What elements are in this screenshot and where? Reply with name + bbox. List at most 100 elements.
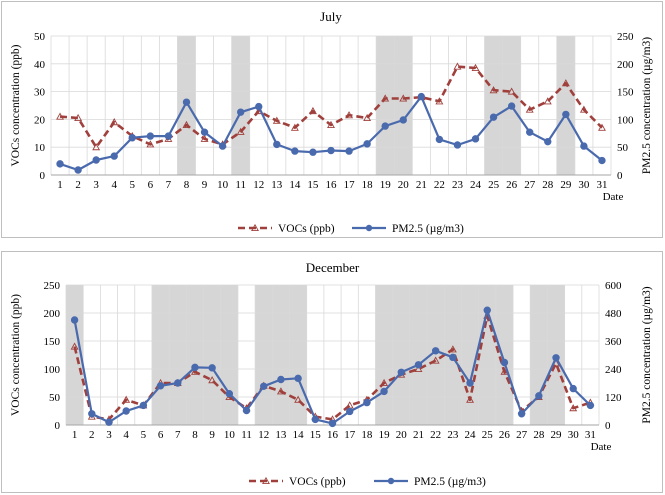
pm25-data-point bbox=[110, 152, 118, 160]
legend-label: PM2.5 (µg/m3) bbox=[392, 223, 464, 235]
x-tick-label: 5 bbox=[130, 179, 136, 191]
y-right-axis-title: PM2.5 concentration (µg/m3) bbox=[641, 286, 653, 423]
legend-marker bbox=[387, 477, 395, 485]
pm25-data-point bbox=[56, 160, 64, 168]
shaded-period bbox=[151, 285, 238, 425]
july-chart-panel: 0 10 20 30 40 50 0 50 100 150 200 250 1 2 3 4 5 6 7 8 9 10 11 1… bbox=[1, 1, 663, 238]
x-tick-label: 13 bbox=[271, 179, 283, 191]
vocs-data-point bbox=[471, 63, 480, 71]
pm25-data-point bbox=[431, 347, 440, 355]
pm25-data-point bbox=[191, 363, 199, 372]
x-tick-label: 31 bbox=[596, 179, 607, 191]
vocs-data-point bbox=[70, 342, 79, 350]
vocs-data-point bbox=[525, 105, 534, 113]
pm25-data-point bbox=[273, 140, 281, 149]
legend-marker bbox=[251, 223, 259, 232]
y-right-tick-label: 250 bbox=[617, 31, 634, 43]
x-tick-label: 19 bbox=[380, 179, 392, 191]
x-tick-label: 3 bbox=[93, 179, 99, 191]
x-tick-label: 7 bbox=[166, 179, 172, 191]
pm25-data-point bbox=[435, 135, 444, 144]
pm25-data-point bbox=[225, 390, 234, 398]
x-tick-label: 15 bbox=[310, 429, 322, 441]
x-tick-label: 29 bbox=[560, 179, 572, 191]
x-tick-label: 13 bbox=[275, 429, 287, 441]
vocs-data-point bbox=[414, 364, 423, 373]
pm25-data-point bbox=[139, 401, 148, 410]
pm25-data-point bbox=[453, 141, 462, 149]
pm25-data-point bbox=[526, 128, 534, 136]
y-right-tick-label: 0 bbox=[605, 420, 611, 432]
shaded-period bbox=[66, 285, 84, 425]
chart-title: December bbox=[306, 260, 360, 275]
pm25-data-point bbox=[417, 92, 426, 101]
pm25-data-point bbox=[517, 410, 526, 418]
pm25-data-point bbox=[569, 384, 577, 393]
legend-marker bbox=[262, 476, 270, 485]
pm25-data-point bbox=[164, 132, 173, 140]
x-tick-label: 3 bbox=[106, 429, 112, 441]
x-tick-label: 24 bbox=[470, 179, 482, 191]
legend-label: VOCs (ppb) bbox=[289, 476, 346, 488]
vocs-data-point bbox=[399, 94, 408, 102]
vocs-data-point bbox=[92, 143, 101, 151]
x-tick-label: 20 bbox=[398, 179, 410, 191]
pm25-data-point bbox=[580, 142, 588, 150]
x-tick-label: 2 bbox=[89, 429, 95, 441]
pm25-data-point bbox=[236, 108, 245, 116]
shaded-period bbox=[231, 36, 250, 175]
x-tick-label: 19 bbox=[379, 429, 391, 441]
x-tick-label: 18 bbox=[361, 429, 373, 441]
x-tick-label: 2 bbox=[75, 179, 81, 191]
pm25-data-point bbox=[174, 379, 182, 387]
pm25-data-point bbox=[291, 147, 299, 155]
vocs-data-point bbox=[122, 395, 131, 403]
vocs-data-point bbox=[500, 367, 509, 375]
y-left-tick-label: 250 bbox=[44, 280, 61, 292]
y-right-tick-label: 100 bbox=[617, 114, 634, 126]
y-right-axis-title: PM2.5 concentration (µg/m3) bbox=[641, 37, 653, 174]
vocs-series-line bbox=[73, 314, 591, 421]
vocs-data-point bbox=[294, 395, 303, 403]
pm25-data-point bbox=[146, 132, 155, 140]
x-tick-label: 27 bbox=[516, 429, 528, 441]
y-right-tick-label: 600 bbox=[605, 280, 622, 292]
pm25-data-point bbox=[92, 156, 100, 164]
y-right-tick-label: 120 bbox=[605, 392, 622, 404]
x-tick-label: 29 bbox=[551, 429, 563, 441]
y-right-tick-label: 50 bbox=[617, 142, 629, 154]
shaded-period bbox=[556, 36, 575, 175]
vocs-data-point bbox=[272, 116, 281, 124]
pm25-data-point bbox=[399, 116, 407, 124]
x-tick-label: 1 bbox=[72, 429, 78, 441]
pm25-data-point bbox=[128, 134, 136, 142]
legend-label: VOCs (ppb) bbox=[278, 223, 335, 235]
vocs-data-point bbox=[466, 395, 475, 403]
pm25-data-point bbox=[544, 137, 552, 146]
pm25-data-point bbox=[598, 156, 606, 165]
y-left-tick-label: 30 bbox=[34, 87, 46, 99]
x-tick-label: 11 bbox=[235, 179, 246, 191]
x-tick-label: 11 bbox=[241, 429, 252, 441]
x-tick-label: 16 bbox=[326, 179, 338, 191]
x-tick-label: 1 bbox=[57, 179, 63, 191]
pm25-data-point bbox=[260, 382, 268, 390]
vocs-data-point bbox=[380, 378, 389, 387]
pm25-data-point bbox=[449, 353, 457, 362]
y-left-axis-title: VOCs concentration (ppb) bbox=[10, 294, 22, 416]
pm25-data-point bbox=[345, 147, 353, 155]
vocs-series-line bbox=[59, 65, 603, 149]
x-tick-label: 6 bbox=[148, 179, 154, 191]
pm25-data-point bbox=[122, 407, 130, 415]
pm25-data-point bbox=[74, 166, 82, 174]
pm25-data-point bbox=[507, 102, 516, 110]
y-left-axis-title: VOCs concentration (ppb) bbox=[10, 44, 22, 166]
pm25-data-point bbox=[345, 407, 354, 416]
pm25-data-point bbox=[500, 358, 509, 367]
vocs-data-point bbox=[598, 123, 606, 131]
x-tick-label: 25 bbox=[482, 429, 494, 441]
y-right-tick-label: 0 bbox=[617, 170, 623, 182]
legend-marker bbox=[365, 224, 373, 232]
pm25-data-point bbox=[483, 306, 491, 314]
pm25-data-point bbox=[586, 401, 595, 410]
